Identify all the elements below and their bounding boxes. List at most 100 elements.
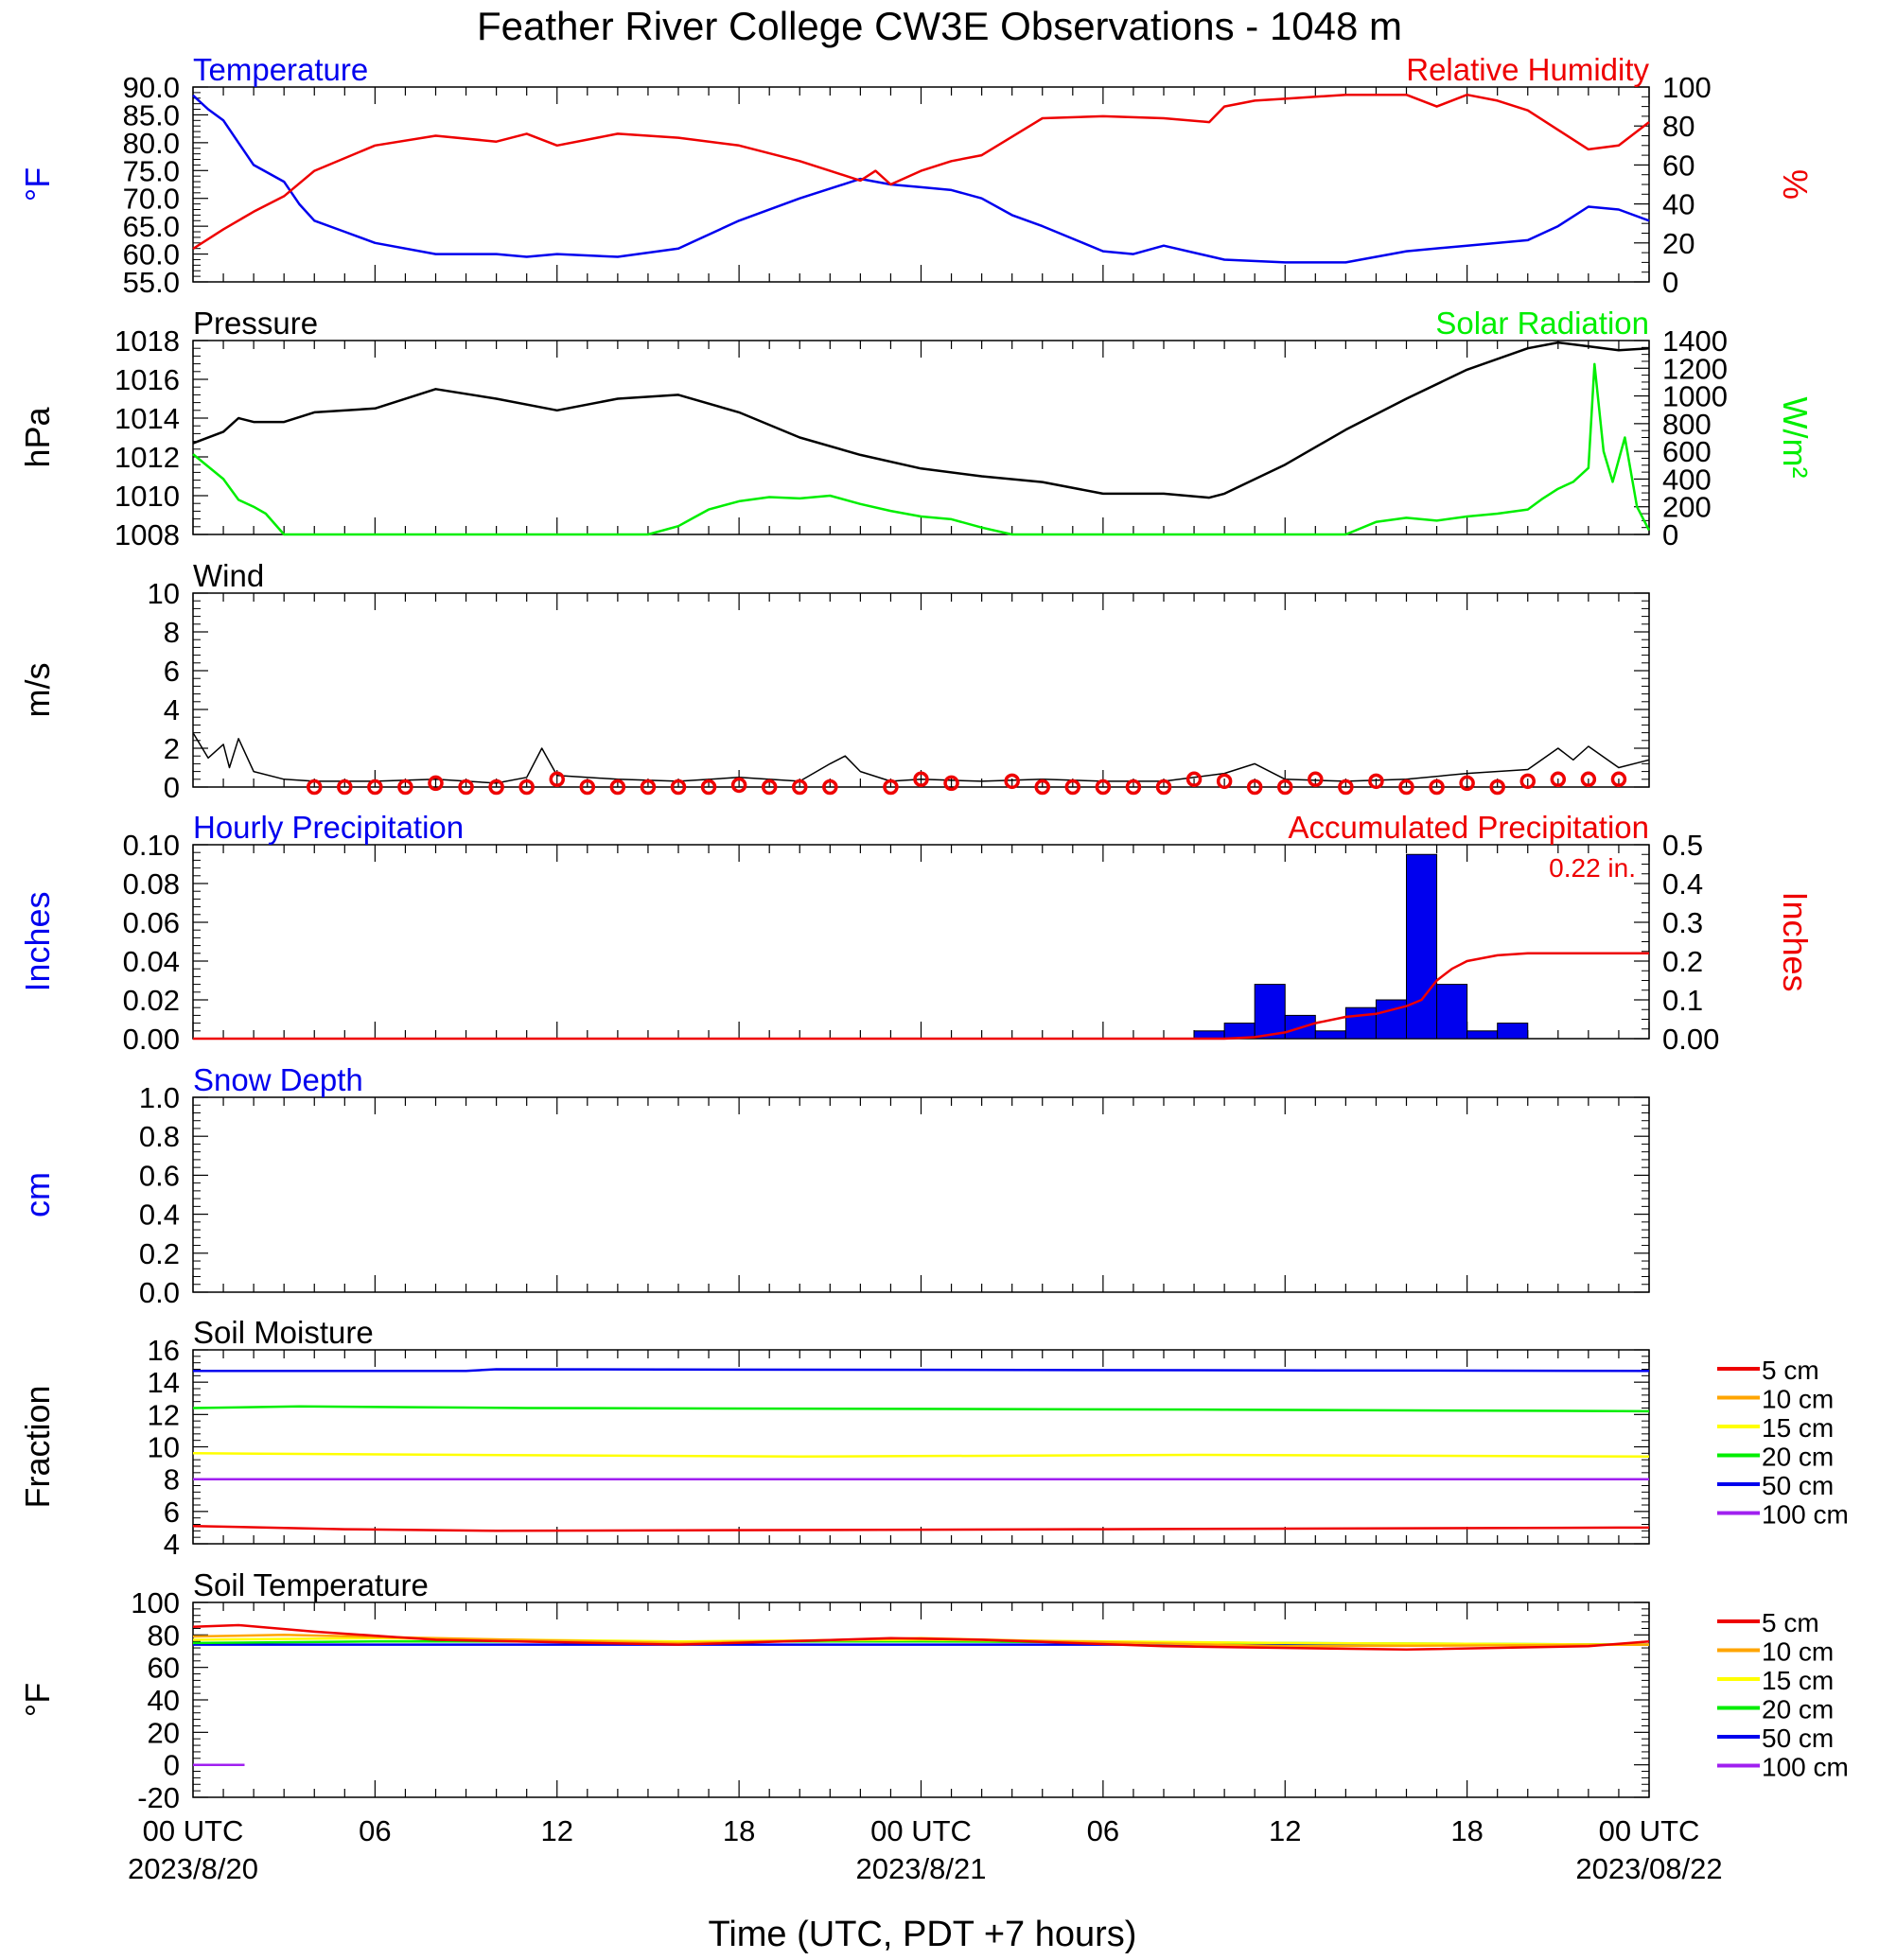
panel-frame <box>192 1349 1650 1545</box>
wind-marker <box>428 775 444 792</box>
panel-precip: 0.00 0.02 0.04 0.06 0.08 0.10 0.00 0.1 0.2 0.3 0.4… <box>18 810 1815 1056</box>
y-axis-label-left: cm <box>18 1172 57 1217</box>
wind-marker <box>458 779 474 796</box>
y-tick-label-right: 60 <box>1662 149 1695 182</box>
wind-marker <box>1064 779 1081 796</box>
x-tick-label: 06 <box>1087 1814 1119 1847</box>
series-line-pressure <box>192 341 1650 499</box>
panel-frame <box>192 1096 1650 1293</box>
y-tick-label-left: 0.04 <box>123 945 180 978</box>
wind-marker <box>1004 773 1020 790</box>
x-axis-label: Time (UTC, PDT +7 hours) <box>709 1915 1137 1954</box>
series-line-relative-humidity <box>192 93 1650 251</box>
y-tick-label-left: 0.02 <box>123 984 180 1017</box>
wind-marker <box>1216 773 1233 790</box>
y-tick-label-left: 40 <box>148 1684 180 1717</box>
y-axis-label-left: Inches <box>18 891 57 991</box>
panel-title-right: Accumulated Precipitation <box>1288 810 1649 845</box>
y-tick-label-right: 1400 <box>1662 324 1728 358</box>
y-tick-label-left: 1016 <box>114 363 180 396</box>
series-line-accumulated-precipitation <box>193 952 1649 1041</box>
wind-marker <box>1185 771 1203 788</box>
y-tick-label-left: 70.0 <box>123 183 180 216</box>
legend-label: 15 cm <box>1762 1413 1834 1443</box>
wind-marker <box>307 779 323 796</box>
x-date-label: 2023/8/21 <box>856 1852 987 1885</box>
panel-title-left: Temperature <box>193 52 368 87</box>
y-tick-label-left: 0.10 <box>123 829 180 862</box>
legend-label: 50 cm <box>1762 1471 1834 1500</box>
precip-bar <box>1406 853 1438 1040</box>
y-tick-label-right: 1200 <box>1662 352 1728 385</box>
y-tick-label-left: 0.06 <box>123 906 180 939</box>
y-tick-label-left: 65.0 <box>123 210 180 243</box>
y-tick-label-left: 8 <box>164 616 180 649</box>
wind-marker <box>397 779 413 796</box>
wind-marker <box>367 779 383 796</box>
y-tick-label-left: 4 <box>164 1528 180 1561</box>
y-tick-label-left: -20 <box>137 1781 180 1814</box>
legend-label: 10 cm <box>1762 1385 1834 1414</box>
legend-label: 15 cm <box>1762 1666 1834 1695</box>
series-line-solar-radiation <box>192 362 1651 536</box>
wind-marker <box>1459 775 1475 792</box>
wind-marker <box>1308 771 1324 788</box>
y-tick-label-left: 90.0 <box>123 71 180 104</box>
precip-bar <box>1466 1030 1499 1040</box>
y-tick-label-right: 0.00 <box>1662 1023 1719 1056</box>
y-axis-label-left: Fraction <box>18 1385 57 1508</box>
x-tick-label: 12 <box>1269 1814 1301 1847</box>
y-axis-label-right: % <box>1776 169 1815 200</box>
wind-marker <box>337 779 353 796</box>
y-tick-label-left: 60 <box>148 1652 180 1685</box>
y-axis-label-left: °F <box>18 167 57 201</box>
series-line-50-cm <box>193 1368 1650 1373</box>
y-tick-label-left: 85.0 <box>123 98 180 131</box>
wind-marker <box>943 775 959 792</box>
x-tick-label: 00 UTC <box>143 1814 244 1847</box>
wind-marker <box>1398 779 1414 796</box>
wind-marker <box>1338 779 1354 796</box>
y-tick-label-left: 0.08 <box>123 867 180 901</box>
y-tick-label-left: 80 <box>148 1619 180 1652</box>
y-tick-label-left: 6 <box>164 1496 180 1529</box>
legend-label: 100 cm <box>1762 1753 1849 1782</box>
panel-frame <box>192 340 1650 535</box>
wind-marker <box>488 779 504 796</box>
wind-marker <box>761 779 778 796</box>
x-date-label: 2023/8/20 <box>128 1852 258 1885</box>
legend-label: 50 cm <box>1762 1724 1834 1753</box>
panels: 55.060.065.070.075.080.085.090.002040608… <box>18 52 1849 1885</box>
wind-marker <box>1277 779 1293 796</box>
panel-title-left: Hourly Precipitation <box>193 810 464 845</box>
wind-marker <box>609 779 626 796</box>
wind-marker <box>1155 779 1172 796</box>
panel-title-left: Snow Depth <box>193 1062 363 1097</box>
y-tick-label-left: 75.0 <box>123 154 180 187</box>
panel-temp-rh: 55.060.065.070.075.080.085.090.0 0 20 40 60 8… <box>18 52 1815 299</box>
wind-marker <box>1429 779 1445 796</box>
precip-bar <box>1436 984 1468 1040</box>
y-tick-label-left: 1018 <box>114 324 180 358</box>
wind-marker <box>1246 779 1263 796</box>
x-tick-label: 00 UTC <box>1599 1814 1700 1847</box>
y-axis-label-left: hPa <box>18 406 57 467</box>
y-tick-label-left: 1.0 <box>139 1081 180 1114</box>
precip-bar <box>1497 1023 1529 1040</box>
wind-marker <box>518 779 535 796</box>
x-tick-label: 18 <box>723 1814 755 1847</box>
wind-marker <box>700 779 717 796</box>
x-tick-label: 18 <box>1450 1814 1483 1847</box>
legend-label: 100 cm <box>1762 1500 1849 1530</box>
y-tick-label-right: 0.4 <box>1662 867 1703 901</box>
wind-marker <box>1550 771 1567 788</box>
panel-title-left: Pressure <box>193 306 318 341</box>
wind-marker <box>1580 771 1597 788</box>
panel-frame <box>192 1601 1650 1798</box>
wind-marker <box>579 779 596 796</box>
y-tick-label-left: 60.0 <box>123 238 180 271</box>
panel-frame <box>192 592 1650 788</box>
